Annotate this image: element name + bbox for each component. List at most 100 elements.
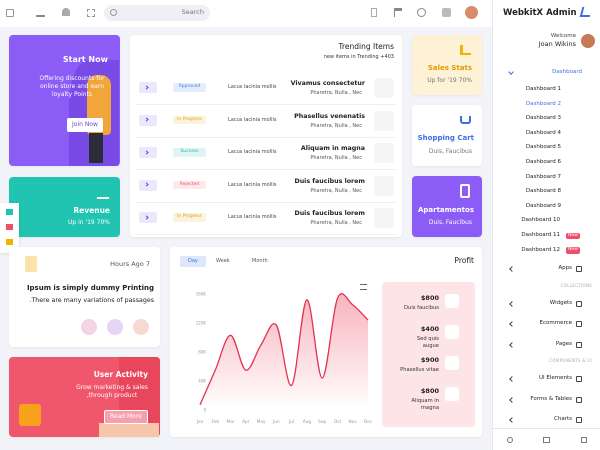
- icon[interactable]: [394, 8, 402, 17]
- trending-title: Trending Items: [338, 42, 395, 51]
- row-sub: Pharetra, Nulla , Nec: [310, 155, 362, 162]
- y-tick-label: 160K: [196, 292, 207, 297]
- x-tick-label: Nov: [349, 419, 358, 425]
- menu-item: Dashboard 11: [521, 232, 560, 238]
- row-action[interactable]: [139, 82, 157, 93]
- icon[interactable]: [371, 8, 377, 17]
- menu-item: Forms & Tables: [530, 395, 572, 402]
- row-name: Vivamus consectetur: [290, 80, 365, 87]
- sidebar: WebkitX Admin Welcome Joan Wikins Dashbo…: [492, 0, 600, 450]
- x-tick-label: Aug: [303, 419, 312, 425]
- bar-icon: [97, 189, 109, 199]
- menu-item: Pages: [555, 340, 572, 347]
- tab[interactable]: Day: [180, 256, 206, 267]
- avatar: [133, 319, 149, 335]
- icon[interactable]: [543, 437, 550, 443]
- icon: [19, 404, 41, 426]
- line: [199, 293, 369, 406]
- read-more-button[interactable]: Read More: [104, 410, 148, 424]
- x-tick-label: Apr: [242, 419, 250, 425]
- x-tick-label: Sep: [318, 419, 326, 425]
- menu-item: Dashboard 6: [525, 159, 561, 165]
- activity-card: User Activity Grow marketing & sales ,th…: [9, 357, 160, 437]
- icon[interactable]: [6, 209, 13, 215]
- row-sub: Pharetra, Nulla , Nec: [310, 220, 362, 227]
- row-icon: [374, 78, 394, 98]
- icon[interactable]: [6, 239, 13, 245]
- search-icon: [110, 9, 117, 16]
- item-icon: [445, 387, 459, 401]
- status-badge: Approved: [173, 83, 206, 92]
- row-divider: [136, 234, 396, 236]
- menu-item: Widgets: [549, 300, 572, 306]
- icon[interactable]: [442, 8, 451, 17]
- post-title: Ipsum is simply dummy Printing: [26, 284, 154, 292]
- menu-icon[interactable]: [360, 284, 367, 290]
- section-heading: COLLECTIONS: [560, 283, 592, 288]
- icon[interactable]: [6, 224, 13, 230]
- avatar[interactable]: [465, 6, 478, 19]
- menu-icon: [576, 417, 582, 423]
- icon: [25, 256, 37, 272]
- x-tick-label: Dec: [364, 419, 373, 425]
- y-tick-label: 120K: [196, 321, 207, 326]
- y-tick-label: 80K: [198, 350, 206, 355]
- post-text: .There are many variations of passages: [29, 297, 154, 304]
- menu-item: Dashboard 12: [521, 246, 560, 253]
- sales-text: Up for '19 70%: [427, 77, 472, 84]
- row-note: Lacus lacinia mollis: [228, 149, 277, 156]
- cart-text: Duis, Faucibus: [428, 148, 472, 155]
- status-badge: In Progress: [173, 213, 206, 222]
- illustration: [89, 133, 103, 163]
- sales-card: Sales Stats Up for '19 70%: [412, 35, 482, 95]
- join-button[interactable]: Join Now: [67, 118, 103, 132]
- item-icon: [445, 325, 459, 339]
- section-heading: COMPONENTS & UI: [549, 358, 592, 364]
- row-action[interactable]: [139, 212, 157, 224]
- menu-item: Charts: [554, 416, 572, 422]
- icon[interactable]: [62, 8, 70, 16]
- item-icon: [445, 356, 459, 370]
- bar-icon: [460, 45, 471, 55]
- activity-title: User Activity: [93, 370, 148, 379]
- row-divider: [136, 104, 396, 105]
- row-divider: [136, 201, 396, 203]
- tab[interactable]: Month: [252, 258, 268, 264]
- icon[interactable]: [507, 437, 513, 443]
- row-action[interactable]: [139, 147, 157, 159]
- icon: [460, 184, 470, 198]
- row-name: Duis faucibus lorem: [294, 210, 365, 218]
- x-tick-label: Jan: [196, 419, 204, 425]
- icon[interactable]: [87, 9, 95, 17]
- trending-card: Trending Items new items in Trending +40…: [130, 35, 402, 237]
- row-action[interactable]: [139, 114, 157, 126]
- icon[interactable]: [417, 8, 426, 17]
- row-note: Lacus lacinia mollis: [228, 214, 277, 221]
- menu-item: Dashboard 1: [525, 86, 561, 92]
- menu-item: UI Elements: [538, 375, 572, 382]
- icon[interactable]: [6, 9, 14, 17]
- row-note: Lacus lacinia mollis: [228, 84, 277, 90]
- activity-text: Grow marketing & sales ,through product: [76, 384, 148, 400]
- menu-item: Dashboard 3: [525, 115, 561, 122]
- amount: $800: [420, 294, 439, 302]
- row-icon: [374, 110, 394, 131]
- menu-item: Dashboard 9: [525, 202, 561, 209]
- row-divider: [136, 169, 396, 171]
- amount: $800: [420, 387, 439, 395]
- revenue-title: Revenue: [73, 206, 110, 215]
- row-sub: Pharetra, Nulla , Nec: [310, 90, 362, 96]
- row-icon: [374, 208, 394, 229]
- profit-title: Profit: [454, 256, 474, 265]
- avatar: [81, 319, 97, 335]
- status-badge: Success: [173, 148, 206, 157]
- icon[interactable]: [36, 9, 45, 17]
- apartments-title: Apartamentos: [417, 206, 474, 214]
- cart-icon: [460, 116, 471, 124]
- icon[interactable]: [581, 437, 587, 443]
- row-name: Aliquam in magna: [300, 145, 365, 153]
- tab[interactable]: Week: [216, 258, 230, 264]
- row-action[interactable]: [139, 179, 157, 191]
- search-box[interactable]: Search: [104, 5, 210, 21]
